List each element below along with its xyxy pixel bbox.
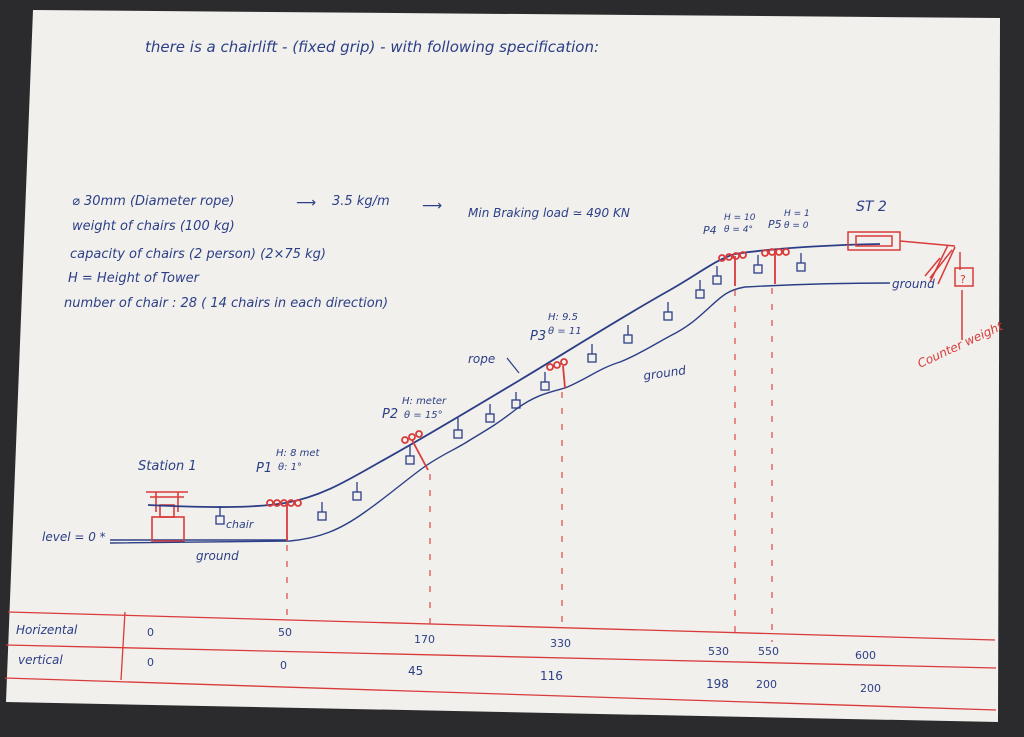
tower-p2-h: H: meter — [402, 396, 447, 407]
vertical-value: 116 — [540, 669, 563, 683]
chair-icon — [511, 392, 521, 409]
station1-label: Station 1 — [138, 459, 197, 474]
horizontal-value: 550 — [758, 645, 779, 658]
tower-p5 — [761, 248, 790, 284]
tower-p1-h: H: 8 met — [276, 448, 321, 459]
table-lines — [4, 611, 997, 711]
tower-p1 — [266, 499, 302, 541]
tower-p5-h: H = 1 — [784, 209, 810, 219]
title-text: there is a chairlift - (fixed grip) - wi… — [145, 38, 599, 56]
vertical-value: 0 — [280, 659, 287, 672]
chair-icon — [453, 418, 463, 439]
tower-p4-name: P4 — [703, 224, 717, 237]
tower-p4-h: H = 10 — [724, 213, 756, 223]
chair-icon — [623, 325, 633, 344]
tower-p3-name: P3 — [530, 329, 546, 344]
horizontal-value: 600 — [855, 649, 876, 662]
chair-icon — [405, 446, 415, 465]
tower-p4-theta: θ = 4° — [724, 225, 753, 235]
tower-p2 — [401, 430, 429, 471]
arrow-1: ⟶ — [296, 195, 316, 211]
horizontal-value: 170 — [414, 633, 435, 646]
ground-mid-label: ground — [642, 363, 687, 383]
chairs — [215, 253, 806, 525]
vertical-value: 200 — [756, 678, 777, 691]
vertical-value: 45 — [408, 664, 423, 678]
chair-icon — [663, 302, 673, 321]
spec-min-breaking-load: Min Braking load ≃ 490 KN — [468, 206, 630, 220]
chair-icon — [485, 404, 495, 423]
chair-icon — [352, 482, 362, 501]
horizontal-value: 330 — [550, 637, 571, 650]
tower-p3 — [546, 358, 568, 389]
tower-p2-theta: θ = 15° — [404, 410, 443, 421]
chair-icon — [695, 280, 705, 299]
tower-p1-theta: θ: 1° — [278, 462, 302, 473]
ground-left-label: ground — [196, 549, 239, 563]
tower-p3-theta: θ = 11 — [548, 326, 582, 337]
rope-label: rope — [468, 352, 495, 366]
spec-rope: ⌀ 30mm (Diameter rope) — [72, 194, 234, 209]
station1-structure — [146, 491, 188, 542]
ground-right-label: ground — [892, 277, 935, 291]
tower-p2-name: P2 — [382, 407, 398, 422]
chair-icon — [587, 344, 597, 363]
chair-icon — [540, 372, 550, 391]
tower-p1-name: P1 — [256, 461, 272, 476]
spec-number-of-chair: number of chair : 28 ( 14 chairs in each… — [64, 296, 388, 311]
chair-icon — [215, 506, 225, 525]
chair-icon — [753, 255, 763, 274]
level-label: level = 0 * — [42, 530, 106, 544]
chair-icon — [712, 266, 722, 285]
st2-label: ST 2 — [856, 199, 887, 215]
spec-rope-mass: 3.5 kg/m — [332, 194, 390, 209]
chair-icon — [796, 253, 806, 272]
rope-pointer — [506, 357, 520, 374]
chair-label: chair — [226, 518, 255, 531]
station2-structure — [847, 231, 974, 340]
spec-height-definition: H = Height of Tower — [68, 271, 201, 286]
horizontal-value: 50 — [278, 626, 292, 639]
vertical-value: 0 — [147, 656, 154, 669]
paper-sheet — [6, 10, 1000, 722]
tower-p4 — [718, 251, 747, 286]
tower-p5-name: P5 — [768, 218, 782, 231]
vertical-value: 198 — [706, 677, 729, 691]
spec-weight-of-chairs: weight of chairs (100 kg) — [72, 219, 235, 234]
row-horizontal-label: Horizental — [16, 623, 78, 637]
counter-box-label: ? — [960, 273, 966, 286]
projection-lines — [286, 288, 773, 642]
row-vertical-label: vertical — [18, 653, 63, 667]
spec-capacity-of-chairs: capacity of chairs (2 person) (2×75 kg) — [70, 247, 326, 262]
arrow-2: ⟶ — [422, 198, 442, 214]
tower-p5-theta: θ = 0 — [784, 221, 809, 231]
tower-p3-h: H: 9.5 — [548, 312, 578, 323]
vertical-value: 200 — [860, 682, 881, 695]
horizontal-value: 0 — [147, 626, 154, 639]
chair-icon — [317, 502, 327, 521]
horizontal-value: 530 — [708, 645, 729, 658]
